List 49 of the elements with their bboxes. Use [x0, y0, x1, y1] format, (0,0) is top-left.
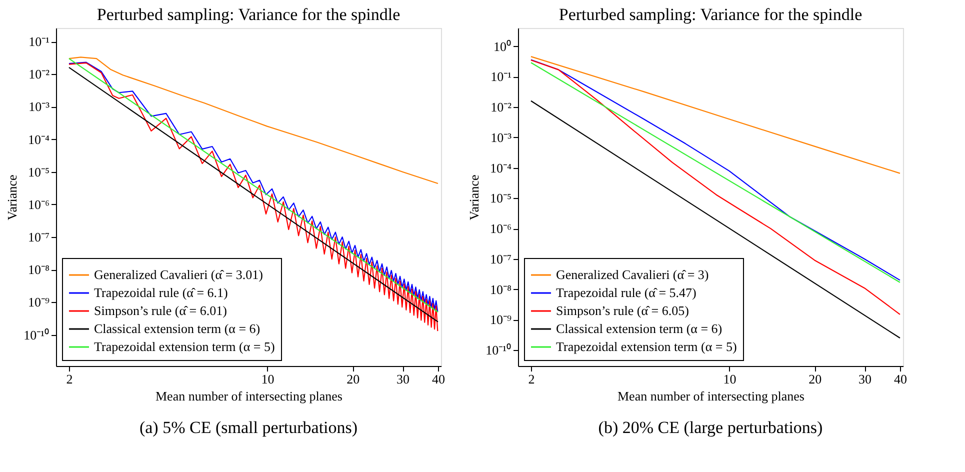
legend-label: Trapezoidal extension term (α = 5) [556, 339, 737, 354]
x-tick-label: 2 [528, 372, 535, 386]
legend-label: Generalized Cavalieri (α̂ = 3) [556, 267, 709, 282]
legend-label: Generalized Cavalieri (α̂ = 3.01) [94, 267, 263, 282]
legend-label: Classical extension term (α = 6) [94, 321, 260, 336]
y-tick-label: 10⁻⁸ [28, 262, 50, 278]
text: (b) 20% CE (large perturbations) [598, 418, 823, 437]
x-tick-label: 10 [261, 372, 274, 386]
y-tick-label: 10⁻⁵ [28, 164, 50, 180]
x-tick-label: 40 [894, 372, 907, 386]
y-tick-label: 10⁻¹ [28, 34, 50, 50]
y-tick-label: 10⁻³ [28, 99, 50, 114]
legend-label: Simpson’s rule (α̂ = 6.05) [556, 303, 689, 318]
y-tick-label: 10⁻⁵ [490, 190, 512, 206]
x-tick-label: 20 [346, 372, 360, 386]
x-tick-label: 20 [808, 372, 822, 386]
y-tick-label: 10⁻⁴ [490, 160, 512, 176]
legend-label: Trapezoidal rule (α̂ = 6.1) [94, 285, 228, 300]
y-tick-label: 10⁻⁴ [28, 132, 50, 147]
x-tick-label: 40 [432, 372, 445, 386]
chart-title: Perturbed sampling: Variance for the spindle [96, 5, 400, 24]
text: (a) 5% CE (small perturbations) [139, 418, 358, 437]
y-tick-label: 10⁰ [494, 38, 512, 54]
x-tick-label: 10 [723, 372, 736, 386]
y-tick-label: 10⁻³ [490, 130, 512, 145]
legend-label: Trapezoidal rule (α̂ = 5.47) [556, 285, 696, 300]
x-tick-label: 30 [396, 372, 410, 386]
x-tick-label: 2 [66, 372, 73, 386]
y-tick-label: 10⁻¹⁰ [24, 327, 50, 342]
y-axis-title: Variance [4, 174, 20, 220]
x-axis-title: Mean number of intersecting planes [618, 388, 804, 404]
y-tick-label: 10⁻² [490, 100, 512, 115]
y-tick-label: 10⁻⁹ [28, 294, 50, 310]
y-tick-label: 10⁻¹ [490, 69, 512, 84]
y-tick-label: 10⁻¹⁰ [486, 342, 512, 358]
legend-label: Simpson’s rule (α̂ = 6.01) [94, 303, 227, 318]
legend-label: Trapezoidal extension term (α = 5) [94, 339, 275, 354]
x-tick-label: 30 [858, 372, 872, 386]
y-tick-label: 10⁻⁹ [490, 312, 512, 328]
y-tick-label: 10⁻⁶ [28, 196, 50, 212]
chart-title: Perturbed sampling: Variance for the spindle [558, 5, 862, 24]
y-tick-label: 10⁻² [28, 66, 50, 82]
x-axis-title: Mean number of intersecting planes [156, 388, 342, 404]
legend-label: Classical extension term (α = 6) [556, 321, 722, 336]
y-tick-label: 10⁻⁸ [490, 282, 512, 297]
y-tick-label: 10⁻⁷ [490, 251, 512, 266]
y-tick-label: 10⁻⁶ [490, 221, 512, 236]
y-tick-label: 10⁻⁷ [28, 230, 50, 245]
y-axis-title: Variance [466, 174, 482, 220]
